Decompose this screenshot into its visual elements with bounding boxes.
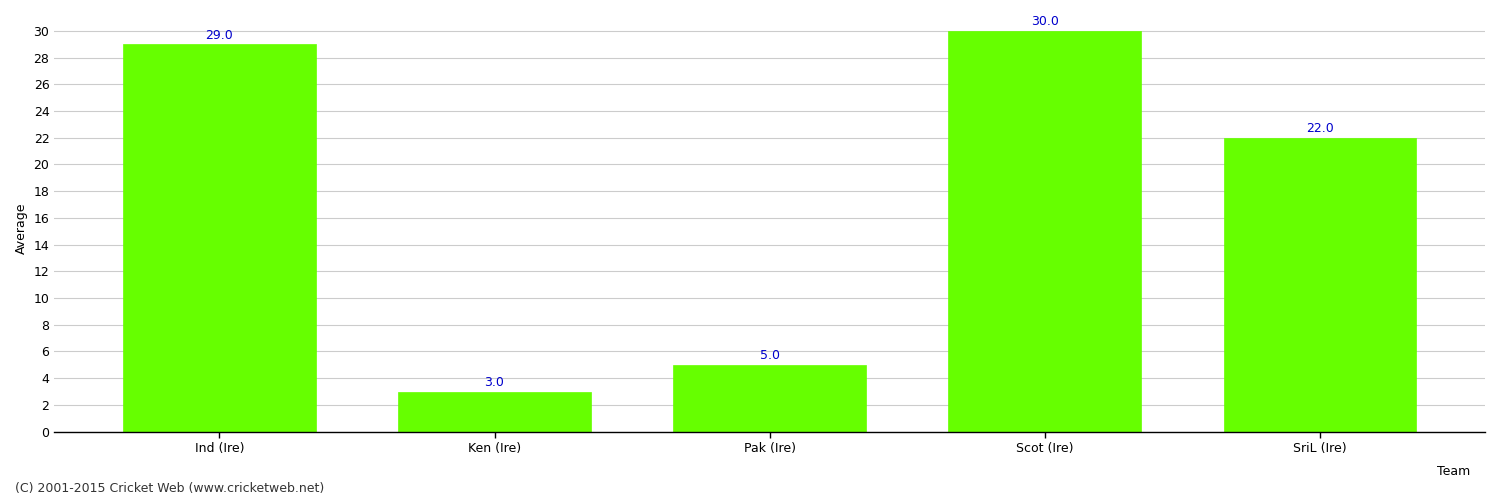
- Bar: [948, 31, 1142, 431]
- Text: 3.0: 3.0: [484, 376, 504, 389]
- Y-axis label: Average: Average: [15, 202, 28, 254]
- Bar: [123, 44, 315, 432]
- Text: 5.0: 5.0: [759, 349, 780, 362]
- Text: 30.0: 30.0: [1030, 15, 1059, 28]
- Text: 29.0: 29.0: [206, 28, 232, 42]
- Text: Team: Team: [1437, 465, 1470, 478]
- Bar: [398, 392, 591, 432]
- Bar: [674, 365, 865, 432]
- Text: 22.0: 22.0: [1306, 122, 1334, 135]
- Text: (C) 2001-2015 Cricket Web (www.cricketweb.net): (C) 2001-2015 Cricket Web (www.cricketwe…: [15, 482, 324, 495]
- Bar: [1224, 138, 1416, 432]
